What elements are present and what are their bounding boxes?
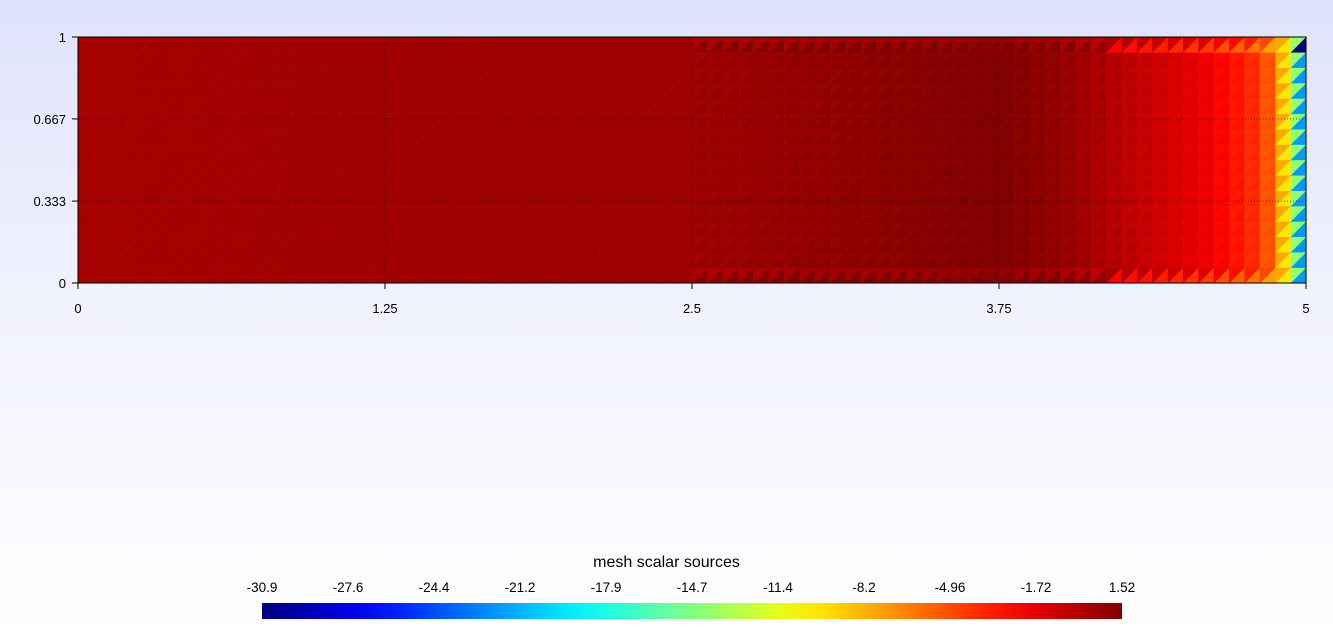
colorbar-tick-label: -14.7: [676, 580, 708, 595]
grid-lines: [78, 37, 1306, 283]
y-tick-label: 1: [59, 30, 66, 45]
mesh-field: [77, 36, 1307, 284]
x-tick-label: 5: [1302, 301, 1309, 316]
colorbar-gradient: [262, 603, 1122, 619]
colorbar-tick-label: -30.9: [246, 580, 278, 595]
y-tick-label: 0.333: [33, 194, 66, 209]
colorbar-tick-label: -8.2: [852, 580, 876, 595]
colorbar-tick-label: -27.6: [332, 580, 364, 595]
x-tick-label: 3.75: [986, 301, 1011, 316]
colorbar-title: mesh scalar sources: [593, 554, 740, 571]
y-tick-label: 0: [59, 276, 66, 291]
colorbar-tick-label: -21.2: [504, 580, 536, 595]
x-tick-label: 0: [74, 301, 81, 316]
colorbar-tick-label: -17.9: [590, 580, 622, 595]
x-axis-ticks: 0 1.25 2.5 3.75 5: [74, 283, 1310, 316]
colorbar-tick-label: -24.4: [418, 580, 450, 595]
colorbar-tick-label: -4.96: [934, 580, 966, 595]
x-tick-label: 1.25: [372, 301, 397, 316]
colorbar-tick-label: -11.4: [763, 580, 793, 595]
colorbar-tick-label: -1.72: [1020, 580, 1052, 595]
colorbar-tick-labels: -30.9 -27.6 -24.4 -21.2 -17.9 -14.7 -11.4 -8.2 -…: [0, 580, 1333, 598]
y-tick-label: 0.667: [33, 112, 66, 127]
plot-area: 0 1.25 2.5 3.75 5 0 0.333 0.667 1: [33, 30, 1310, 316]
y-axis-ticks: 0 0.333 0.667 1: [33, 30, 78, 291]
colorbar-tick-label: 1.52: [1108, 580, 1136, 595]
x-tick-label: 2.5: [683, 301, 701, 316]
